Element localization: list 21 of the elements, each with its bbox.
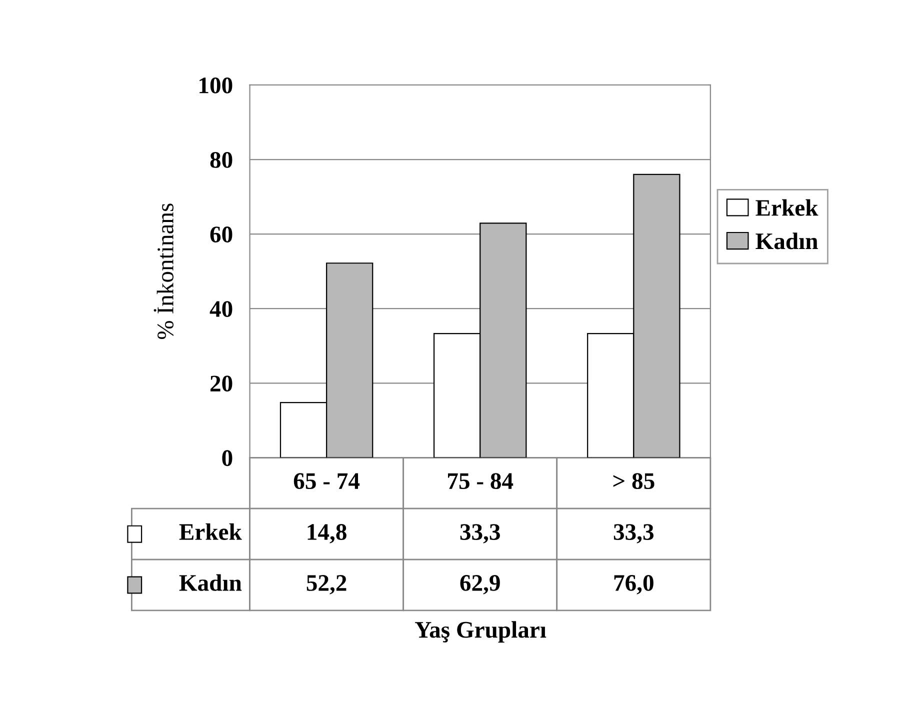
data-label: 33,3	[460, 524, 500, 544]
data-label: 62,9	[460, 575, 500, 594]
x-tick-label: 75 - 84	[448, 473, 514, 490]
data-label: 52,2	[306, 575, 346, 594]
y-tick-label: 0	[222, 450, 232, 466]
x-tick-label: 65 - 74	[294, 473, 360, 490]
text: Erkek	[756, 199, 818, 216]
legend-label: Erkek	[179, 523, 242, 540]
text: Kadın	[179, 574, 242, 591]
data-label: 33,3	[614, 524, 654, 544]
legend-label: Kadın	[756, 232, 818, 250]
y-tick-label: 80	[210, 152, 232, 168]
text: Yaş Grupları	[415, 621, 546, 643]
data-label: 14,8	[308, 524, 346, 544]
y-tick-label: 60	[210, 226, 232, 242]
y-tick-label: 20	[210, 376, 232, 392]
data-label: 76,0	[614, 574, 654, 594]
x-tick-label: > 85	[613, 473, 654, 490]
y-tick-label: 40	[210, 301, 232, 318]
y-axis-title: % İnkontinans	[154, 204, 174, 340]
y-tick-label: 100	[200, 77, 232, 94]
